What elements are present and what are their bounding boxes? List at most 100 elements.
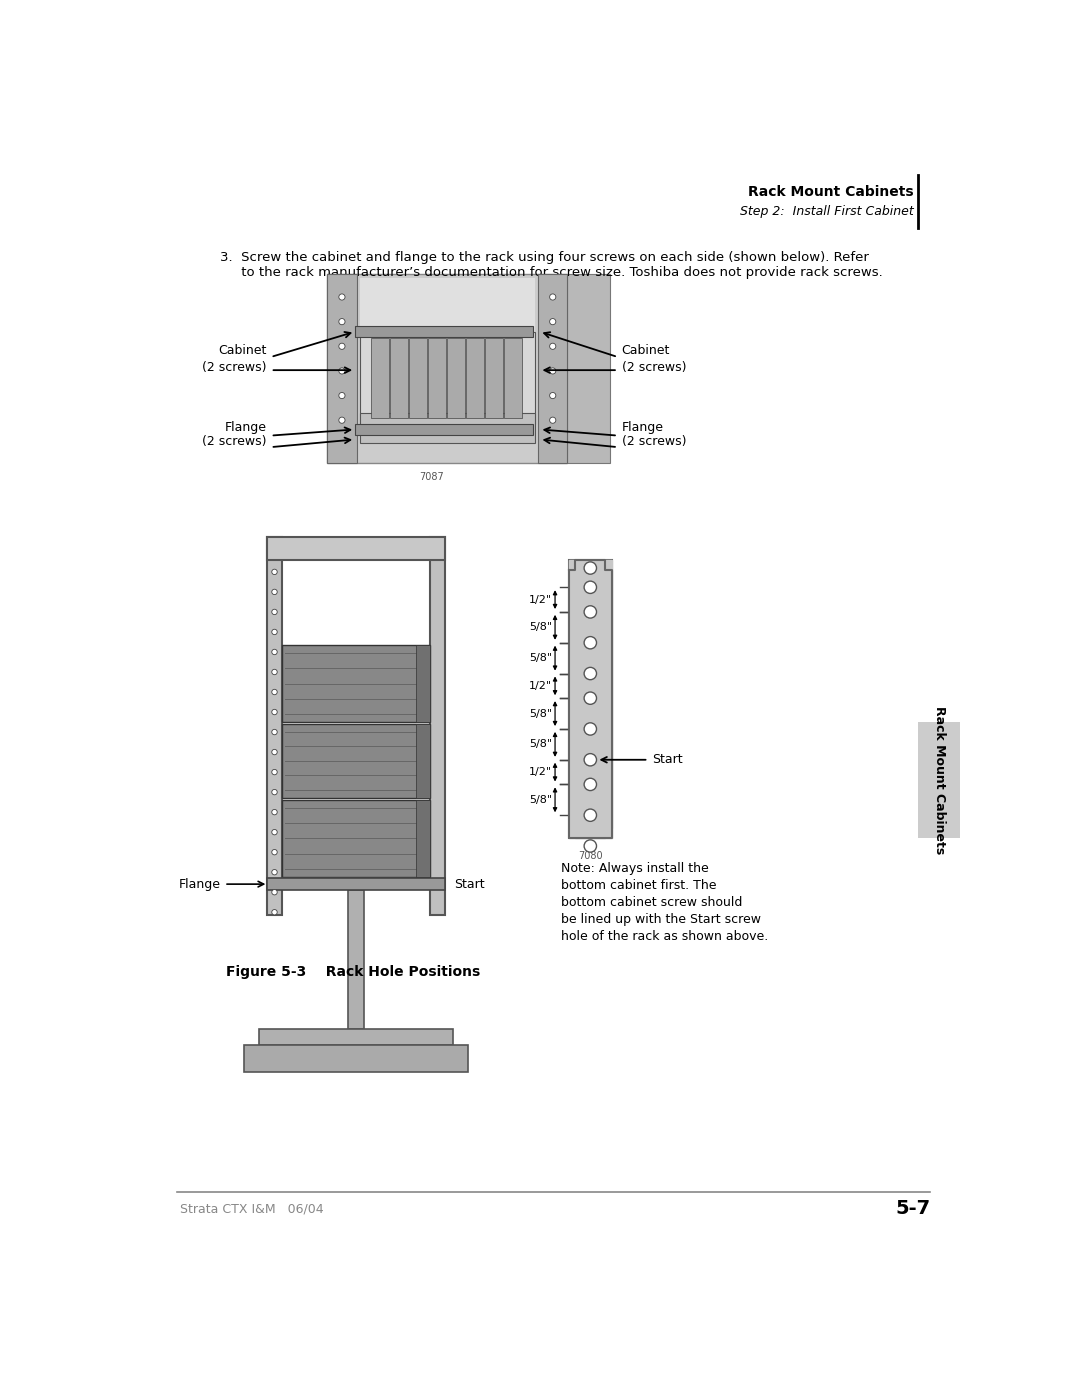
- Circle shape: [339, 367, 345, 374]
- Bar: [267, 879, 445, 890]
- Bar: [416, 725, 430, 798]
- Circle shape: [584, 637, 596, 648]
- Circle shape: [584, 778, 596, 791]
- Text: Rack Mount Cabinets: Rack Mount Cabinets: [932, 705, 946, 854]
- Bar: [569, 560, 611, 838]
- Text: Cabinet: Cabinet: [218, 345, 267, 358]
- Circle shape: [272, 689, 278, 694]
- Circle shape: [550, 319, 556, 324]
- Circle shape: [272, 849, 278, 855]
- Bar: [567, 274, 610, 462]
- Circle shape: [584, 581, 596, 594]
- Circle shape: [584, 809, 596, 821]
- Circle shape: [584, 606, 596, 617]
- Circle shape: [584, 722, 596, 735]
- Circle shape: [272, 569, 278, 574]
- Circle shape: [272, 669, 278, 675]
- Circle shape: [272, 869, 278, 875]
- Bar: [504, 338, 522, 418]
- Circle shape: [339, 319, 345, 324]
- Bar: [360, 278, 535, 331]
- Circle shape: [339, 293, 345, 300]
- Circle shape: [272, 590, 278, 595]
- Bar: [259, 1028, 453, 1045]
- Circle shape: [272, 770, 278, 775]
- Circle shape: [584, 692, 596, 704]
- Bar: [372, 338, 389, 418]
- Bar: [355, 425, 534, 434]
- Circle shape: [272, 890, 278, 895]
- Circle shape: [272, 909, 278, 915]
- Bar: [467, 338, 484, 418]
- Text: Cabinet: Cabinet: [622, 345, 670, 358]
- Circle shape: [272, 809, 278, 814]
- Text: (2 screws): (2 screws): [202, 362, 267, 374]
- Circle shape: [584, 840, 596, 852]
- Bar: [282, 725, 430, 798]
- Circle shape: [272, 789, 278, 795]
- Circle shape: [272, 830, 278, 835]
- Circle shape: [584, 562, 596, 574]
- Text: Note: Always install the
bottom cabinet first. The
bottom cabinet screw should
b: Note: Always install the bottom cabinet …: [562, 862, 769, 943]
- Circle shape: [550, 418, 556, 423]
- Text: Flange: Flange: [225, 422, 267, 434]
- Circle shape: [550, 293, 556, 300]
- Circle shape: [550, 367, 556, 374]
- Circle shape: [550, 344, 556, 349]
- Bar: [243, 1045, 469, 1073]
- Text: 1/2": 1/2": [529, 595, 552, 605]
- Bar: [327, 274, 567, 462]
- Bar: [416, 800, 430, 877]
- Circle shape: [272, 710, 278, 715]
- Text: (2 screws): (2 screws): [622, 362, 686, 374]
- Bar: [485, 338, 502, 418]
- Text: (2 screws): (2 screws): [622, 436, 686, 448]
- Circle shape: [584, 753, 596, 766]
- Text: 7080: 7080: [578, 851, 603, 862]
- Text: 7087: 7087: [419, 472, 444, 482]
- Text: 5-7: 5-7: [895, 1199, 930, 1218]
- Text: 5/8": 5/8": [529, 622, 552, 633]
- Text: 3.  Screw the cabinet and flange to the rack using four screws on each side (sho: 3. Screw the cabinet and flange to the r…: [220, 251, 869, 264]
- Bar: [355, 327, 534, 337]
- Text: Flange: Flange: [178, 877, 220, 891]
- Text: Start: Start: [455, 877, 485, 891]
- Text: Strata CTX I&M   06/04: Strata CTX I&M 06/04: [180, 1203, 324, 1215]
- Bar: [267, 538, 282, 915]
- Circle shape: [584, 668, 596, 680]
- Circle shape: [272, 749, 278, 754]
- Bar: [390, 338, 408, 418]
- Text: 5/8": 5/8": [529, 739, 552, 749]
- Text: Start: Start: [652, 753, 683, 767]
- Text: Figure 5-3    Rack Hole Positions: Figure 5-3 Rack Hole Positions: [227, 964, 481, 978]
- Bar: [282, 800, 430, 877]
- Text: 5/8": 5/8": [529, 654, 552, 664]
- Text: Step 2:  Install First Cabinet: Step 2: Install First Cabinet: [740, 205, 914, 218]
- Polygon shape: [569, 560, 611, 838]
- Circle shape: [272, 609, 278, 615]
- Text: 5/8": 5/8": [529, 708, 552, 718]
- Bar: [327, 274, 356, 462]
- Circle shape: [339, 418, 345, 423]
- Circle shape: [339, 344, 345, 349]
- Circle shape: [272, 650, 278, 655]
- Circle shape: [272, 629, 278, 634]
- Bar: [918, 722, 960, 838]
- Bar: [282, 560, 430, 645]
- Text: 5/8": 5/8": [529, 795, 552, 805]
- Bar: [360, 412, 535, 443]
- Bar: [429, 338, 446, 418]
- Bar: [430, 538, 445, 915]
- Text: Flange: Flange: [622, 422, 664, 434]
- Circle shape: [339, 393, 345, 398]
- Circle shape: [550, 393, 556, 398]
- Text: 1/2": 1/2": [529, 767, 552, 777]
- Bar: [409, 338, 427, 418]
- Text: (2 screws): (2 screws): [202, 436, 267, 448]
- Bar: [348, 890, 364, 1028]
- Text: 1/2": 1/2": [529, 680, 552, 692]
- Text: to the rack manufacturer’s documentation for screw size. Toshiba does not provid: to the rack manufacturer’s documentation…: [220, 267, 883, 279]
- Polygon shape: [569, 560, 611, 838]
- Bar: [416, 645, 430, 722]
- Bar: [267, 538, 445, 560]
